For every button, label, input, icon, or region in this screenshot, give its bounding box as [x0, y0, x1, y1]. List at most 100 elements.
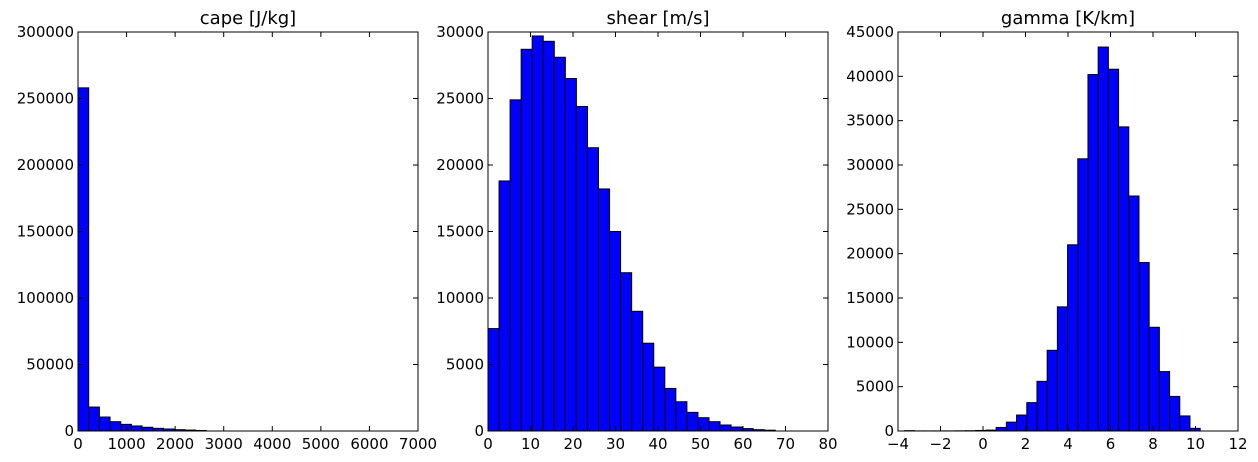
gamma-histogram-bar — [1179, 415, 1191, 432]
cape-x-tick-label: 2000 — [156, 435, 194, 453]
cape-x-tick-label: 4000 — [253, 435, 291, 453]
gamma-histogram-bar — [1097, 46, 1109, 432]
shear-histogram-bar — [575, 105, 588, 432]
cape-y-tick-label: 50000 — [26, 356, 74, 374]
shear-histogram-title: shear [m/s] — [606, 8, 709, 29]
gamma-histogram-bar — [1169, 395, 1181, 432]
gamma-x-tick-label: 8 — [1148, 435, 1158, 453]
cape-y-tick-label: 100000 — [17, 289, 74, 307]
shear-histogram-bar — [675, 401, 688, 432]
gamma-x-tick-label: 2 — [1021, 435, 1031, 453]
shear-histogram-bar — [509, 99, 522, 432]
cape-x-tick-label: 5000 — [302, 435, 340, 453]
shear-histogram-bar — [653, 366, 666, 432]
shear-histogram-bar — [642, 342, 655, 432]
gamma-histogram-bar — [1138, 262, 1150, 432]
shear-y-tick-label: 30000 — [436, 23, 484, 41]
shear-histogram-bar — [487, 328, 500, 432]
shear-histogram-bar — [686, 411, 699, 432]
cape-histogram-title: cape [J/kg] — [200, 8, 296, 29]
gamma-histogram-bar — [1005, 421, 1018, 432]
shear-y-tick-label: 15000 — [436, 223, 484, 241]
shear-y-tick-label: 5000 — [446, 356, 484, 374]
gamma-y-tick-label: 0 — [884, 422, 894, 440]
gamma-histogram-bar — [1056, 306, 1069, 432]
gamma-histogram-bar — [1077, 158, 1089, 432]
cape-x-tick-label: 0 — [73, 435, 83, 453]
shear-histogram-bar — [719, 424, 732, 432]
shear-histogram-bar — [620, 272, 633, 432]
gamma-histogram-bar — [1026, 402, 1038, 432]
cape-y-tick-label: 300000 — [17, 23, 74, 41]
shear-histogram-bar — [531, 35, 544, 432]
gamma-x-tick-label: 0 — [978, 435, 988, 453]
cape-x-tick-label: 7000 — [399, 435, 437, 453]
gamma-y-tick-label: 20000 — [846, 245, 894, 263]
shear-histogram-panel: shear [m/s] 0 10 20 30 40 50 60 70 80 0 5000 10000 1… — [436, 8, 837, 453]
cape-histogram-panel: cape [J/kg] 0 1000 2000 3000 4000 5000 6000 700… — [17, 8, 437, 453]
cape-y-tick-label: 0 — [64, 422, 74, 440]
cape-y-tick-label: 150000 — [17, 223, 74, 241]
shear-histogram-bar — [520, 48, 533, 432]
cape-axes-frame — [77, 31, 419, 432]
cape-x-tick-label: 6000 — [350, 435, 388, 453]
gamma-histogram-bar — [1118, 126, 1130, 432]
shear-histogram-bar — [553, 56, 566, 432]
shear-histogram-bar — [542, 40, 555, 432]
gamma-y-tick-label: 25000 — [846, 200, 894, 218]
shear-x-tick-label: 80 — [818, 435, 837, 453]
gamma-y-tick-label: 45000 — [846, 23, 894, 41]
gamma-x-tick-label: −4 — [887, 435, 909, 453]
shear-x-tick-label: 30 — [606, 435, 625, 453]
shear-y-tick-label: 10000 — [436, 289, 484, 307]
gamma-histogram-bar — [1087, 74, 1099, 432]
cape-histogram-bar — [88, 406, 100, 432]
shear-x-tick-label: 10 — [521, 435, 540, 453]
shear-histogram-bar — [664, 387, 677, 432]
gamma-histogram-bar — [1148, 326, 1160, 432]
gamma-y-tick-label: 15000 — [846, 289, 894, 307]
shear-histogram-bar — [697, 417, 710, 432]
shear-histogram-bar — [631, 310, 644, 432]
shear-y-tick-label: 0 — [474, 422, 484, 440]
shear-x-tick-label: 0 — [483, 435, 493, 453]
shear-y-tick-label: 25000 — [436, 90, 484, 108]
shear-histogram-bar — [598, 188, 611, 432]
shear-histogram-bar — [498, 180, 511, 432]
gamma-x-tick-label: 10 — [1186, 435, 1205, 453]
gamma-x-tick-label: 6 — [1106, 435, 1116, 453]
shear-x-tick-label: 50 — [691, 435, 710, 453]
cape-x-tick-label: 3000 — [205, 435, 243, 453]
cape-histogram-bar — [98, 416, 111, 432]
gamma-x-tick-label: 4 — [1063, 435, 1073, 453]
shear-x-tick-label: 40 — [648, 435, 667, 453]
gamma-y-tick-label: 35000 — [846, 112, 894, 130]
shear-x-tick-label: 20 — [563, 435, 582, 453]
gamma-x-tick-label: −2 — [929, 435, 951, 453]
shear-histogram-bar — [730, 426, 743, 432]
shear-x-tick-label: 70 — [776, 435, 795, 453]
gamma-histogram-bar — [1158, 371, 1171, 432]
shear-histogram-bar — [609, 231, 622, 432]
cape-histogram-bar — [130, 425, 143, 432]
gamma-histogram-bar — [1107, 68, 1120, 432]
shear-histogram-bar — [586, 147, 600, 432]
shear-histogram-bar — [564, 78, 577, 432]
gamma-histogram-bar — [1067, 244, 1079, 432]
gamma-y-tick-label: 5000 — [856, 378, 894, 396]
gamma-y-tick-label: 30000 — [846, 156, 894, 174]
cape-y-tick-label: 250000 — [17, 90, 74, 108]
cape-x-tick-label: 1000 — [107, 435, 145, 453]
gamma-histogram-bar — [995, 426, 1007, 432]
gamma-histogram-bar — [1128, 195, 1140, 432]
cape-y-tick-label: 200000 — [17, 156, 74, 174]
gamma-histogram-bar — [1036, 380, 1048, 432]
cape-histogram-bar — [141, 426, 154, 432]
gamma-histogram-title: gamma [K/km] — [1001, 8, 1135, 29]
shear-x-tick-label: 60 — [733, 435, 752, 453]
gamma-histogram-panel: gamma [K/km] −4 −2 0 2 4 6 8 10 12 0 5000 10000 1500… — [846, 8, 1247, 453]
gamma-y-tick-label: 40000 — [846, 67, 894, 85]
cape-histogram-bar — [77, 87, 90, 432]
gamma-x-tick-label: 12 — [1228, 435, 1247, 453]
